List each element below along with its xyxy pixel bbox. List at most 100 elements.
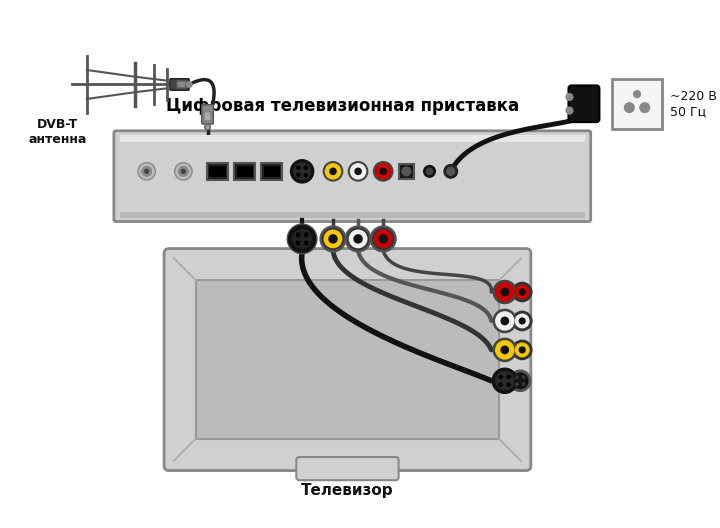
Circle shape: [294, 163, 310, 180]
Circle shape: [287, 224, 317, 254]
Circle shape: [289, 225, 315, 252]
Bar: [209, 165, 226, 177]
FancyBboxPatch shape: [297, 457, 399, 480]
Circle shape: [348, 228, 369, 250]
Circle shape: [204, 124, 210, 130]
FancyBboxPatch shape: [170, 79, 189, 90]
Circle shape: [138, 163, 156, 180]
Text: AUDIO OUT: AUDIO OUT: [349, 190, 392, 199]
Circle shape: [305, 174, 307, 176]
FancyBboxPatch shape: [177, 81, 186, 88]
Circle shape: [522, 383, 525, 385]
Circle shape: [516, 285, 529, 299]
Circle shape: [444, 165, 457, 178]
Text: LAN2: LAN2: [261, 190, 282, 199]
Circle shape: [354, 235, 362, 243]
Circle shape: [424, 166, 436, 177]
Circle shape: [296, 241, 300, 245]
Circle shape: [522, 376, 525, 379]
FancyBboxPatch shape: [202, 105, 213, 124]
Bar: [196, 280, 499, 439]
Circle shape: [374, 162, 393, 181]
Circle shape: [447, 167, 454, 175]
Circle shape: [493, 280, 516, 304]
FancyBboxPatch shape: [164, 249, 531, 470]
FancyBboxPatch shape: [114, 131, 590, 222]
Circle shape: [501, 288, 508, 296]
Circle shape: [496, 372, 514, 390]
Circle shape: [330, 168, 336, 174]
Circle shape: [496, 341, 514, 359]
Text: DVB-TRFIN: DVB-TRFIN: [127, 190, 167, 199]
Text: Телевизор: Телевизор: [301, 483, 394, 498]
Text: VoIP: VoIP: [209, 190, 225, 199]
FancyBboxPatch shape: [261, 163, 282, 180]
Circle shape: [516, 383, 518, 385]
Circle shape: [499, 383, 503, 386]
Circle shape: [519, 347, 525, 353]
Circle shape: [492, 368, 518, 393]
Circle shape: [181, 169, 185, 173]
FancyBboxPatch shape: [204, 112, 211, 121]
Text: ~220 В
50 Гц: ~220 В 50 Гц: [670, 90, 716, 118]
Text: DVB-TRFOUT: DVB-TRFOUT: [159, 190, 207, 199]
Circle shape: [297, 166, 300, 169]
Circle shape: [496, 283, 514, 301]
Circle shape: [513, 340, 532, 360]
Text: DC IN: DC IN: [419, 190, 440, 199]
Bar: [120, 135, 585, 143]
Text: DVB-T
антенна: DVB-T антенна: [29, 118, 87, 146]
Circle shape: [355, 168, 361, 174]
Circle shape: [499, 375, 503, 379]
Circle shape: [634, 91, 640, 98]
Circle shape: [493, 338, 516, 362]
Text: Цифровая телевизионная приставка: Цифровая телевизионная приставка: [166, 97, 519, 115]
Circle shape: [186, 82, 192, 87]
Circle shape: [329, 235, 337, 243]
Circle shape: [374, 230, 392, 248]
Circle shape: [305, 166, 307, 169]
Circle shape: [519, 289, 525, 295]
Circle shape: [372, 228, 394, 250]
Circle shape: [624, 103, 634, 112]
Text: VIDEO OUT: VIDEO OUT: [312, 190, 354, 199]
Circle shape: [297, 174, 300, 176]
Circle shape: [142, 166, 151, 176]
FancyBboxPatch shape: [399, 164, 414, 179]
Circle shape: [516, 343, 529, 356]
Circle shape: [325, 164, 341, 179]
Text: S-VIDEO: S-VIDEO: [287, 190, 318, 199]
Circle shape: [380, 168, 386, 174]
FancyBboxPatch shape: [233, 163, 255, 180]
Circle shape: [351, 164, 366, 179]
Circle shape: [493, 309, 516, 333]
Circle shape: [566, 93, 573, 100]
Circle shape: [513, 312, 532, 331]
Circle shape: [175, 163, 192, 180]
Circle shape: [508, 383, 510, 386]
Circle shape: [519, 318, 525, 324]
Bar: [235, 165, 253, 177]
Circle shape: [426, 168, 433, 175]
Circle shape: [305, 241, 308, 245]
FancyBboxPatch shape: [207, 163, 228, 180]
Circle shape: [323, 228, 343, 250]
Circle shape: [566, 107, 573, 114]
Text: LAN1: LAN1: [234, 190, 254, 199]
Circle shape: [513, 373, 528, 389]
Circle shape: [145, 169, 148, 173]
Bar: [612, 79, 662, 129]
Circle shape: [402, 167, 410, 176]
Circle shape: [349, 230, 366, 248]
Circle shape: [496, 312, 514, 330]
Circle shape: [376, 164, 391, 179]
Circle shape: [501, 346, 508, 354]
Circle shape: [323, 162, 343, 181]
Text: L: L: [326, 147, 330, 156]
Circle shape: [291, 160, 314, 183]
Text: SPDIF: SPDIF: [395, 190, 418, 199]
Circle shape: [292, 230, 312, 248]
Bar: [263, 165, 280, 177]
Circle shape: [501, 317, 508, 325]
Circle shape: [513, 282, 532, 301]
